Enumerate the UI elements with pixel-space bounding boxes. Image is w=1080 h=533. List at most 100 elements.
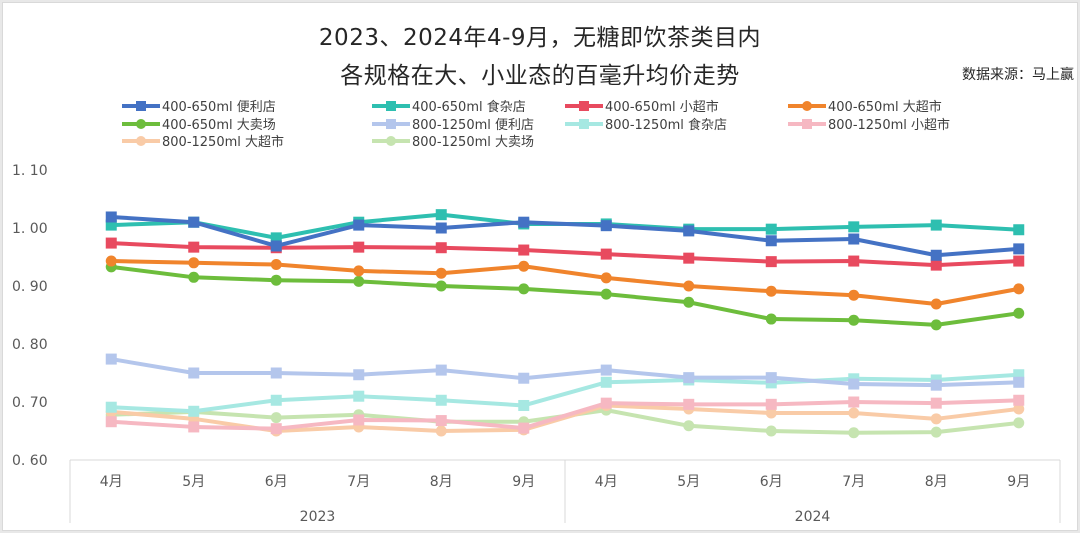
data-point: [353, 414, 365, 426]
data-point: [1013, 417, 1025, 429]
x-tick-label: 9月: [512, 474, 535, 490]
data-point: [188, 405, 200, 417]
data-point: [848, 255, 860, 267]
data-point: [765, 256, 777, 268]
data-point: [353, 275, 365, 287]
data-point: [270, 232, 282, 244]
legend-marker: [802, 119, 812, 129]
data-point: [518, 422, 530, 434]
data-point: [1013, 394, 1025, 406]
data-point: [518, 399, 530, 411]
data-point: [1013, 224, 1025, 236]
data-point: [435, 222, 447, 234]
series-line: [111, 241, 1019, 268]
data-point: [105, 401, 117, 413]
series-6: [105, 353, 1025, 391]
data-point: [353, 265, 365, 277]
data-point: [1013, 369, 1025, 381]
data-point: [105, 219, 117, 231]
x-tick-label: 5月: [182, 474, 205, 490]
data-point: [683, 225, 695, 237]
legend-marker: [136, 136, 146, 146]
legend-label: 400-650ml 小超市: [605, 99, 719, 115]
data-point: [930, 298, 942, 310]
legend-item: 800-1250ml 大卖场: [372, 135, 534, 150]
series-7: [105, 369, 1025, 417]
y-tick-label: 0. 90: [12, 279, 48, 295]
data-point: [848, 396, 860, 408]
data-point: [765, 313, 777, 325]
data-point: [435, 267, 447, 279]
legend-label: 800-1250ml 大卖场: [412, 135, 534, 150]
data-point: [765, 425, 777, 437]
data-point: [270, 240, 282, 252]
legend-label: 400-650ml 食杂店: [412, 99, 526, 115]
legend-item: 800-1250ml 大超市: [122, 134, 284, 150]
series-8: [105, 394, 1025, 435]
data-point: [848, 221, 860, 233]
x-tick-label: 8月: [925, 474, 948, 490]
data-point: [1013, 243, 1025, 255]
legend-label: 800-1250ml 大超市: [162, 134, 284, 150]
data-point: [1013, 283, 1025, 295]
data-point: [435, 394, 447, 406]
data-point: [600, 248, 612, 260]
y-tick-label: 0. 80: [12, 337, 48, 353]
x-tick-label: 7月: [842, 474, 865, 490]
data-point: [930, 413, 942, 425]
data-point: [188, 271, 200, 283]
legend-marker: [386, 119, 396, 129]
data-point: [1013, 376, 1025, 388]
data-source: 数据来源：马上赢: [962, 67, 1074, 83]
legend-label: 800-1250ml 食杂店: [605, 117, 727, 133]
chart-title-line1: 2023、2024年4-9月，无糖即饮茶类目内: [318, 25, 762, 51]
legend-label: 800-1250ml 小超市: [828, 117, 950, 133]
data-point: [600, 220, 612, 232]
data-point: [105, 255, 117, 267]
legend-marker: [136, 101, 146, 111]
legend-item: 400-650ml 小超市: [565, 99, 719, 115]
data-point: [600, 376, 612, 388]
data-point: [683, 398, 695, 410]
data-point: [600, 272, 612, 284]
data-point: [683, 280, 695, 292]
y-tick-label: 0. 70: [12, 395, 48, 411]
series-5: [105, 261, 1025, 331]
legend-item: 400-650ml 大超市: [788, 99, 942, 115]
data-point: [930, 319, 942, 331]
y-tick-label: 1. 00: [12, 221, 48, 237]
legend-marker: [579, 101, 589, 111]
data-point: [270, 259, 282, 271]
data-point: [105, 211, 117, 223]
data-point: [353, 241, 365, 253]
data-point: [848, 314, 860, 326]
data-point: [765, 223, 777, 235]
data-point: [435, 425, 447, 437]
data-point: [600, 288, 612, 300]
series-line: [111, 259, 1020, 306]
series-layer: [105, 209, 1025, 439]
data-point: [270, 367, 282, 379]
data-point: [930, 219, 942, 231]
x-tick-label: 7月: [347, 474, 370, 490]
data-point: [848, 233, 860, 245]
legend-item: 800-1250ml 小超市: [788, 117, 950, 133]
x-tick-label: 6月: [265, 474, 288, 490]
data-point: [270, 274, 282, 286]
x-group-label: 2024: [795, 509, 831, 525]
series-line: [110, 357, 1019, 388]
y-tick-label: 1. 10: [12, 163, 48, 179]
legend-item: 400-650ml 大卖场: [122, 118, 276, 133]
data-point: [518, 244, 530, 256]
series-10: [105, 404, 1025, 439]
data-point: [353, 219, 365, 231]
data-point: [683, 372, 695, 384]
data-point: [765, 372, 777, 384]
data-point: [518, 216, 530, 228]
x-tick-label: 6月: [760, 474, 783, 490]
data-point: [765, 285, 777, 297]
data-point: [683, 296, 695, 308]
data-point: [930, 397, 942, 409]
x-tick-label: 8月: [430, 474, 453, 490]
legend-item: 800-1250ml 食杂店: [565, 117, 727, 133]
